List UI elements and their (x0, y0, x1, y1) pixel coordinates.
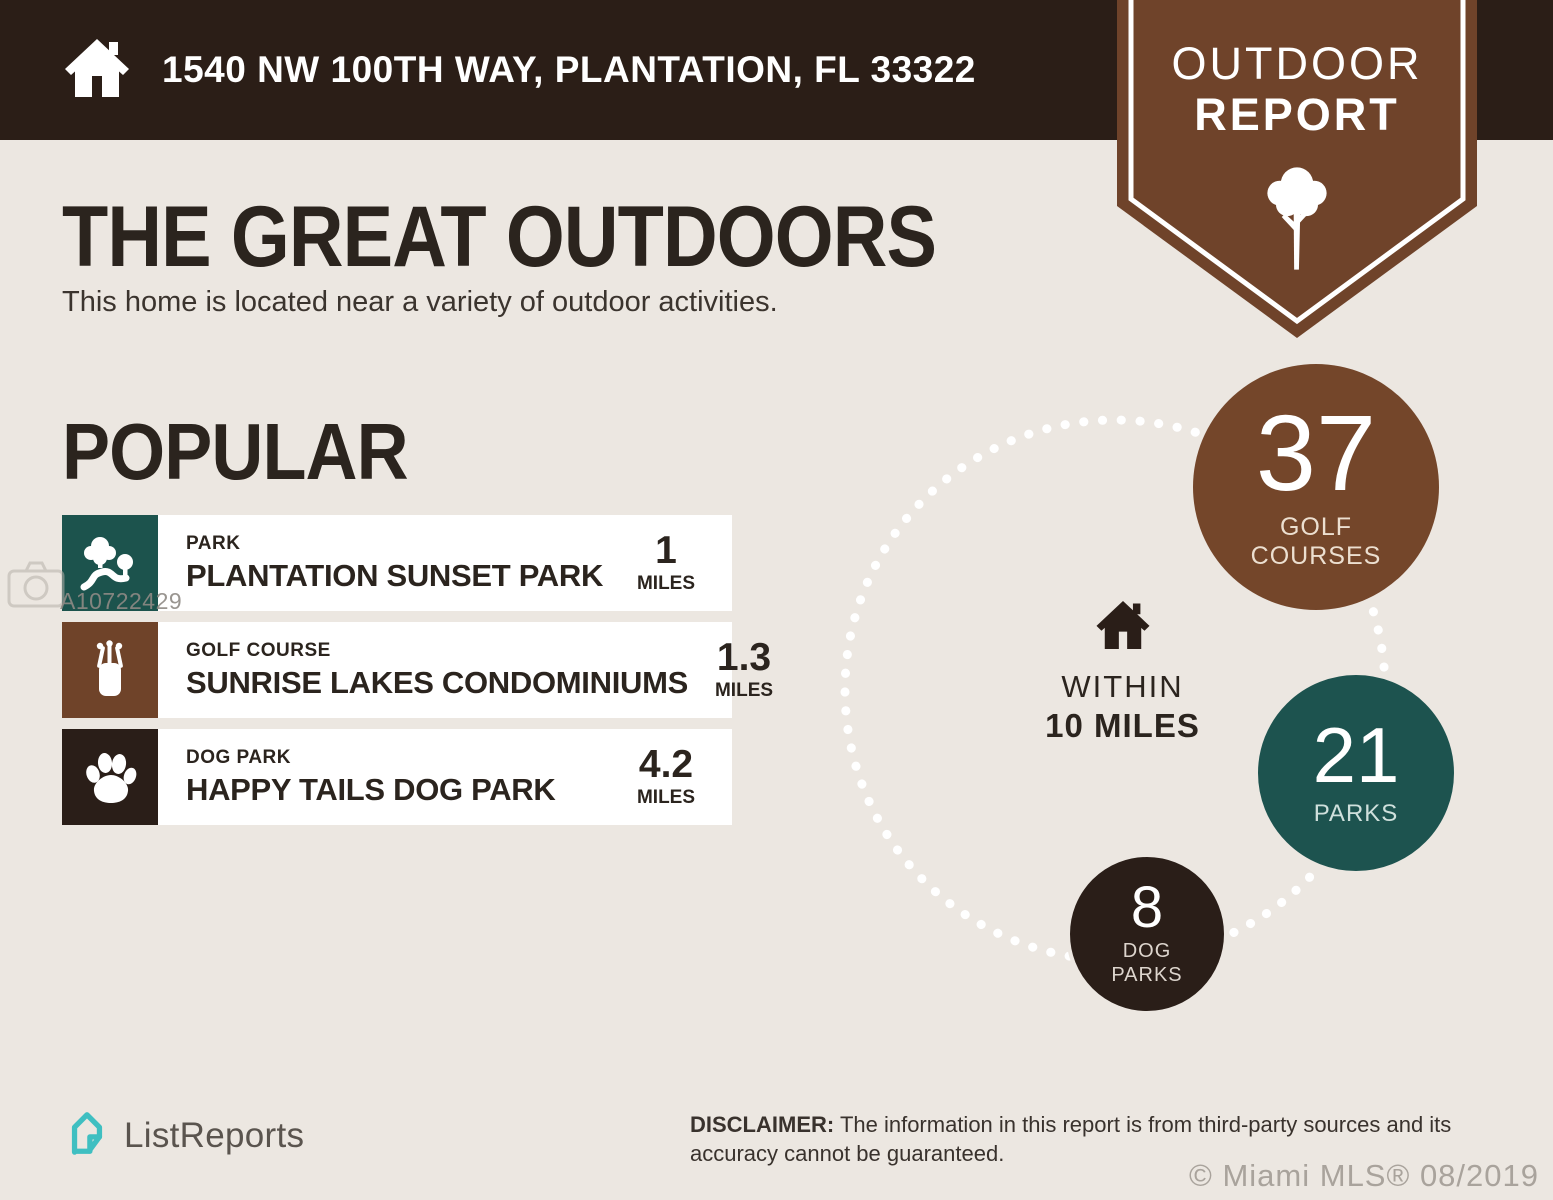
page-subtitle: This home is located near a variety of o… (62, 286, 778, 318)
item-category: GOLF COURSE (186, 639, 331, 661)
stat-dog-parks: 8 DOG PARKS (1066, 853, 1228, 1015)
paw-icon (62, 729, 158, 825)
stat-golf-courses: 37 GOLF COURSES (1193, 364, 1439, 610)
item-category: DOG PARK (186, 746, 291, 768)
outdoor-report-badge: OUTDOOR REPORT (1117, 0, 1477, 340)
stat-parks: 21 PARKS (1254, 671, 1458, 875)
list-item-park: PARK PLANTATION SUNSET PARK 1 MILES (62, 515, 732, 611)
house-icon (62, 33, 132, 108)
mls-photo-id: A10722429 (60, 588, 183, 614)
list-item-dog-park: DOG PARK HAPPY TAILS DOG PARK 4.2 MILES (62, 729, 732, 825)
list-item-golf-course: GOLF COURSE SUNRISE LAKES CONDOMINIUMS 1… (62, 622, 773, 718)
property-address: 1540 NW 100TH WAY, PLANTATION, FL 33322 (162, 49, 976, 90)
item-name: PLANTATION SUNSET PARK (186, 557, 604, 593)
disclaimer: DISCLAIMER: The information in this repo… (690, 1110, 1502, 1168)
stat-value: 37 (1255, 392, 1377, 514)
golf-bag-icon (62, 622, 158, 718)
stat-label: DOG PARKS (1111, 940, 1183, 987)
section-title: POPULAR (62, 407, 409, 496)
stat-value: 21 (1312, 710, 1400, 799)
badge-line2: REPORT (1194, 89, 1400, 141)
tree-icon (1254, 158, 1340, 283)
radius-center: WITHIN 10 MILES (1030, 596, 1215, 745)
item-distance: 4.2 (638, 743, 694, 786)
listreports-icon (64, 1108, 110, 1163)
stat-label: PARKS (1313, 799, 1399, 827)
stat-value: 8 (1130, 875, 1164, 941)
listreports-logo: ListReports (64, 1108, 304, 1163)
disclaimer-text: The information in this report is from t… (690, 1112, 1452, 1167)
item-distance: 1 (655, 529, 677, 572)
item-name: HAPPY TAILS DOG PARK (186, 771, 556, 807)
item-distance: 1.3 (716, 636, 772, 679)
camera-watermark-icon (6, 558, 66, 615)
item-distance-unit: MILES (636, 573, 696, 594)
brand-name: ListReports (124, 1115, 305, 1155)
item-name: SUNRISE LAKES CONDOMINIUMS (186, 664, 689, 700)
item-distance-unit: MILES (714, 680, 774, 701)
mls-credit: © Miami MLS® 08/2019 (1189, 1158, 1539, 1193)
home-icon (1094, 600, 1152, 658)
badge-line1: OUTDOOR (1171, 38, 1423, 89)
page-title: THE GREAT OUTDOORS (62, 189, 937, 285)
item-distance-unit: MILES (636, 787, 696, 808)
radius-label-line2: 10 MILES (1045, 707, 1200, 744)
radius-label-line1: WITHIN (1061, 669, 1184, 704)
item-category: PARK (186, 532, 241, 554)
disclaimer-label: DISCLAIMER: (690, 1112, 835, 1137)
stat-label: GOLF COURSES (1250, 512, 1382, 571)
park-trees-icon (62, 515, 158, 611)
popular-list: PARK PLANTATION SUNSET PARK 1 MILES (62, 515, 773, 825)
